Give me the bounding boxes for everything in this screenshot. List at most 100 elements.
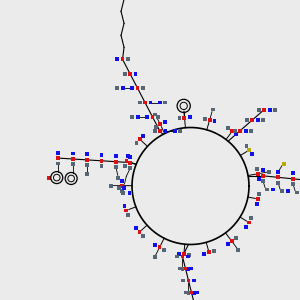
Bar [158,122,162,126]
Bar [276,181,280,185]
Bar [244,129,248,133]
Bar [162,248,166,252]
Bar [136,86,140,90]
Bar [120,178,124,182]
Bar [291,182,295,186]
Bar [245,118,249,122]
Bar [175,254,179,258]
Bar [128,166,132,170]
Bar [163,120,167,124]
Bar [189,266,193,270]
Bar [153,112,157,116]
Bar [195,290,199,294]
Bar [247,148,251,152]
Bar [71,152,75,155]
Bar [141,234,145,238]
Bar [181,254,184,258]
Bar [212,249,216,253]
Bar [207,250,211,254]
Bar [138,100,142,104]
Bar [183,116,187,119]
Bar [100,159,104,163]
Bar [100,153,104,157]
Bar [188,115,191,119]
Bar [71,163,75,167]
Bar [261,118,265,122]
Bar [261,179,265,183]
Bar [211,108,214,112]
Bar [56,156,60,160]
Bar [137,230,141,234]
Bar [208,118,212,122]
Bar [181,278,185,282]
Bar [126,57,130,61]
Bar [261,168,265,172]
Bar [85,158,89,162]
Bar [181,267,184,271]
Bar [184,266,188,270]
Bar [238,129,242,133]
Bar [267,170,271,174]
Bar [256,172,260,176]
Bar [123,164,127,167]
Bar [114,160,118,164]
Bar [115,86,119,90]
Bar [295,190,299,194]
Bar [143,100,147,104]
Bar [192,291,196,295]
Bar [122,204,126,208]
Bar [213,119,217,123]
Bar [186,267,190,271]
Bar [255,202,259,206]
Bar [121,191,125,195]
Bar [128,191,131,195]
Bar [114,165,118,169]
Bar [85,164,89,167]
Bar [226,126,230,130]
Bar [276,170,280,174]
Bar [115,57,119,61]
Bar [230,129,234,133]
Bar [234,236,238,240]
Bar [151,115,154,119]
Bar [128,72,132,76]
Bar [153,255,157,259]
Bar [256,197,260,201]
Bar [178,129,182,133]
Bar [130,115,134,119]
Bar [262,108,266,112]
Bar [126,213,130,217]
Bar [138,137,142,141]
Bar [153,243,157,247]
Bar [203,117,207,121]
Bar [158,100,162,104]
Bar [257,177,261,181]
Bar [177,252,181,256]
Bar [291,177,295,181]
Bar [47,176,51,179]
Bar [164,129,167,133]
Bar [85,172,89,176]
Bar [121,86,125,90]
Bar [234,133,238,136]
Bar [116,176,120,180]
Bar [145,115,149,119]
Bar [85,152,89,156]
Bar [124,208,128,212]
Bar [271,188,275,191]
Bar [250,216,254,220]
Bar [158,245,161,249]
Bar [182,253,186,256]
Bar [268,108,272,112]
Bar [244,225,248,229]
Bar [187,291,190,295]
Bar [128,155,132,159]
Bar [250,152,254,156]
Bar [124,159,128,163]
Bar [134,226,138,230]
Bar [117,186,121,190]
Bar [148,100,152,104]
Bar [236,248,240,252]
Bar [190,290,194,294]
Bar [265,188,269,191]
